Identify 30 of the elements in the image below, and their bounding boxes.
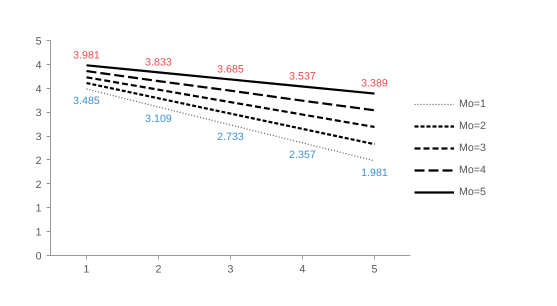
y-tick-label: 5 xyxy=(36,36,42,48)
y-tick-label: 0 xyxy=(36,250,42,262)
data-label: 3.109 xyxy=(145,112,172,125)
data-label: 2.733 xyxy=(217,130,244,143)
data-label: 3.981 xyxy=(73,49,100,62)
data-label: 3.389 xyxy=(361,78,388,90)
x-tick-label: 3 xyxy=(228,264,234,276)
x-tick-label: 4 xyxy=(300,264,306,276)
y-tick-label: 3 xyxy=(36,131,42,144)
y-tick-label: 4 xyxy=(36,83,42,96)
x-tick-label: 1 xyxy=(84,264,90,276)
y-tick-label: 4 xyxy=(36,59,42,72)
y-tick-label: 3 xyxy=(36,107,42,120)
x-tick-label: 2 xyxy=(156,264,162,276)
data-label: 3.485 xyxy=(73,94,100,107)
y-tick-label: 2 xyxy=(36,178,42,191)
x-tick-label: 5 xyxy=(372,264,378,276)
legend-label: Mo=5 xyxy=(459,186,486,198)
data-label: 3.685 xyxy=(217,63,244,76)
legend-label: Mo=3 xyxy=(459,142,486,154)
data-label: 2.357 xyxy=(289,148,316,161)
y-tick-label: 1 xyxy=(36,202,42,215)
y-tick-label: 1 xyxy=(36,226,42,239)
data-label: 3.833 xyxy=(145,56,172,68)
legend-label: Mo=2 xyxy=(459,120,486,132)
legend-label: Mo=1 xyxy=(459,98,486,110)
data-label: 3.537 xyxy=(289,70,316,83)
y-tick-label: 2 xyxy=(36,154,42,167)
legend-label: Mo=4 xyxy=(459,164,486,176)
data-label: 1.981 xyxy=(361,166,388,179)
